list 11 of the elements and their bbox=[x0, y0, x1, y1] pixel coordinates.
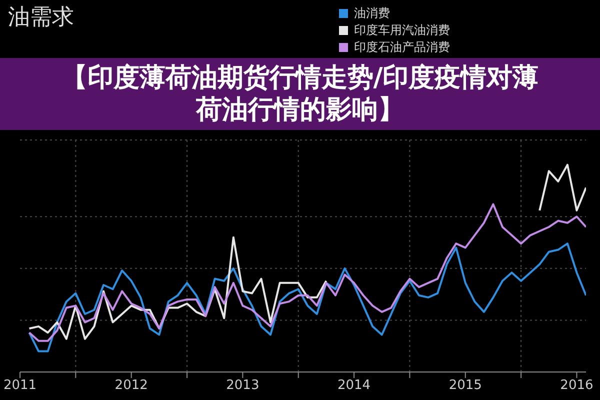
x-tick-label: 2012 bbox=[114, 378, 148, 394]
x-tick-label: 2016 bbox=[560, 378, 594, 394]
legend-label: 油消费 bbox=[354, 6, 390, 21]
x-tick-label: 2015 bbox=[448, 378, 482, 394]
chart-title: 油需求 bbox=[8, 5, 74, 30]
legend-label: 印度石油产品消费 bbox=[354, 40, 450, 55]
banner: 【印度薄荷油期货行情走势/印度疫情对薄荷油行情的影响】 bbox=[0, 58, 600, 130]
x-tick-label: 2011 bbox=[3, 378, 37, 394]
x-tick-label: 2013 bbox=[226, 378, 260, 394]
legend-label: 印度车用汽油消费 bbox=[354, 23, 450, 38]
x-tick-label: 2014 bbox=[337, 378, 371, 394]
